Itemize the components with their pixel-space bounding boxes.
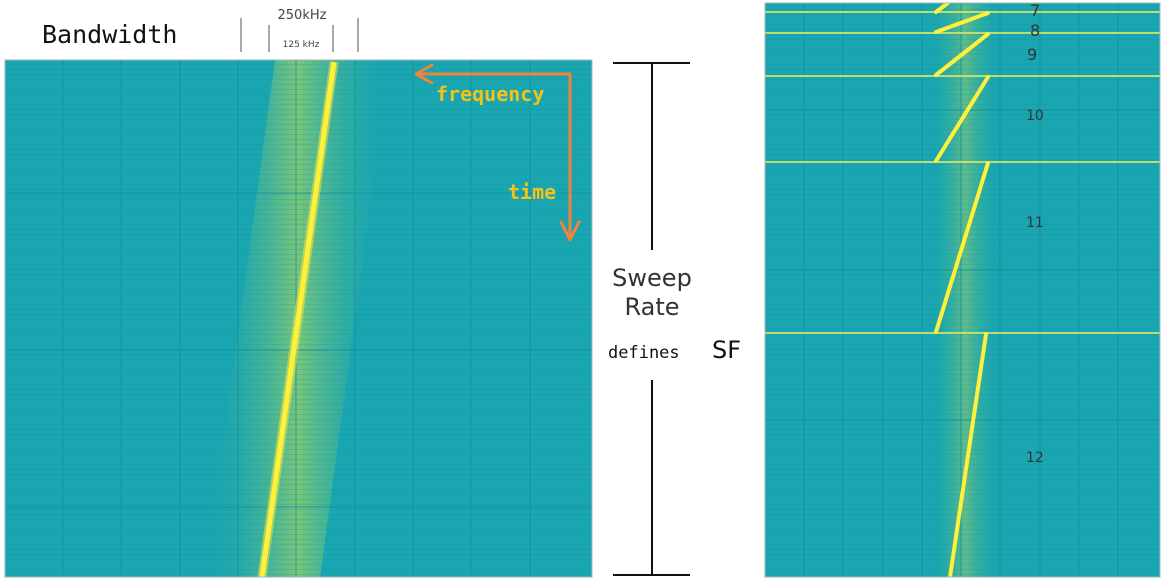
sf-label: SF [712, 336, 741, 364]
bandwidth-250khz-label: 250kHz [278, 8, 327, 23]
sweep-label: Sweep [612, 264, 692, 292]
sf-label-9: 9 [1027, 45, 1037, 64]
defines-label: defines [608, 343, 680, 363]
sweep-rate-scale [613, 62, 690, 576]
sf-label-10: 10 [1026, 108, 1044, 124]
right-spreading-factor-panel [764, 2, 1161, 578]
bandwidth-125khz-label: 125 kHz [283, 40, 320, 50]
bandwidth-label: Bandwidth [42, 20, 177, 49]
rate-label: Rate [624, 293, 679, 321]
sf-label-8: 8 [1030, 21, 1040, 40]
frequency-time-arrow [414, 63, 581, 242]
sf-label-11: 11 [1026, 215, 1044, 231]
left-spectrogram [4, 59, 593, 578]
sf-number-labels: 7 8 9 10 11 12 [1026, 1, 1044, 466]
sf-label-12: 12 [1026, 450, 1044, 466]
time-label: time [508, 180, 556, 204]
bandwidth-markers [240, 18, 359, 52]
sf-label-7: 7 [1030, 1, 1040, 20]
frequency-label: frequency [436, 82, 544, 106]
